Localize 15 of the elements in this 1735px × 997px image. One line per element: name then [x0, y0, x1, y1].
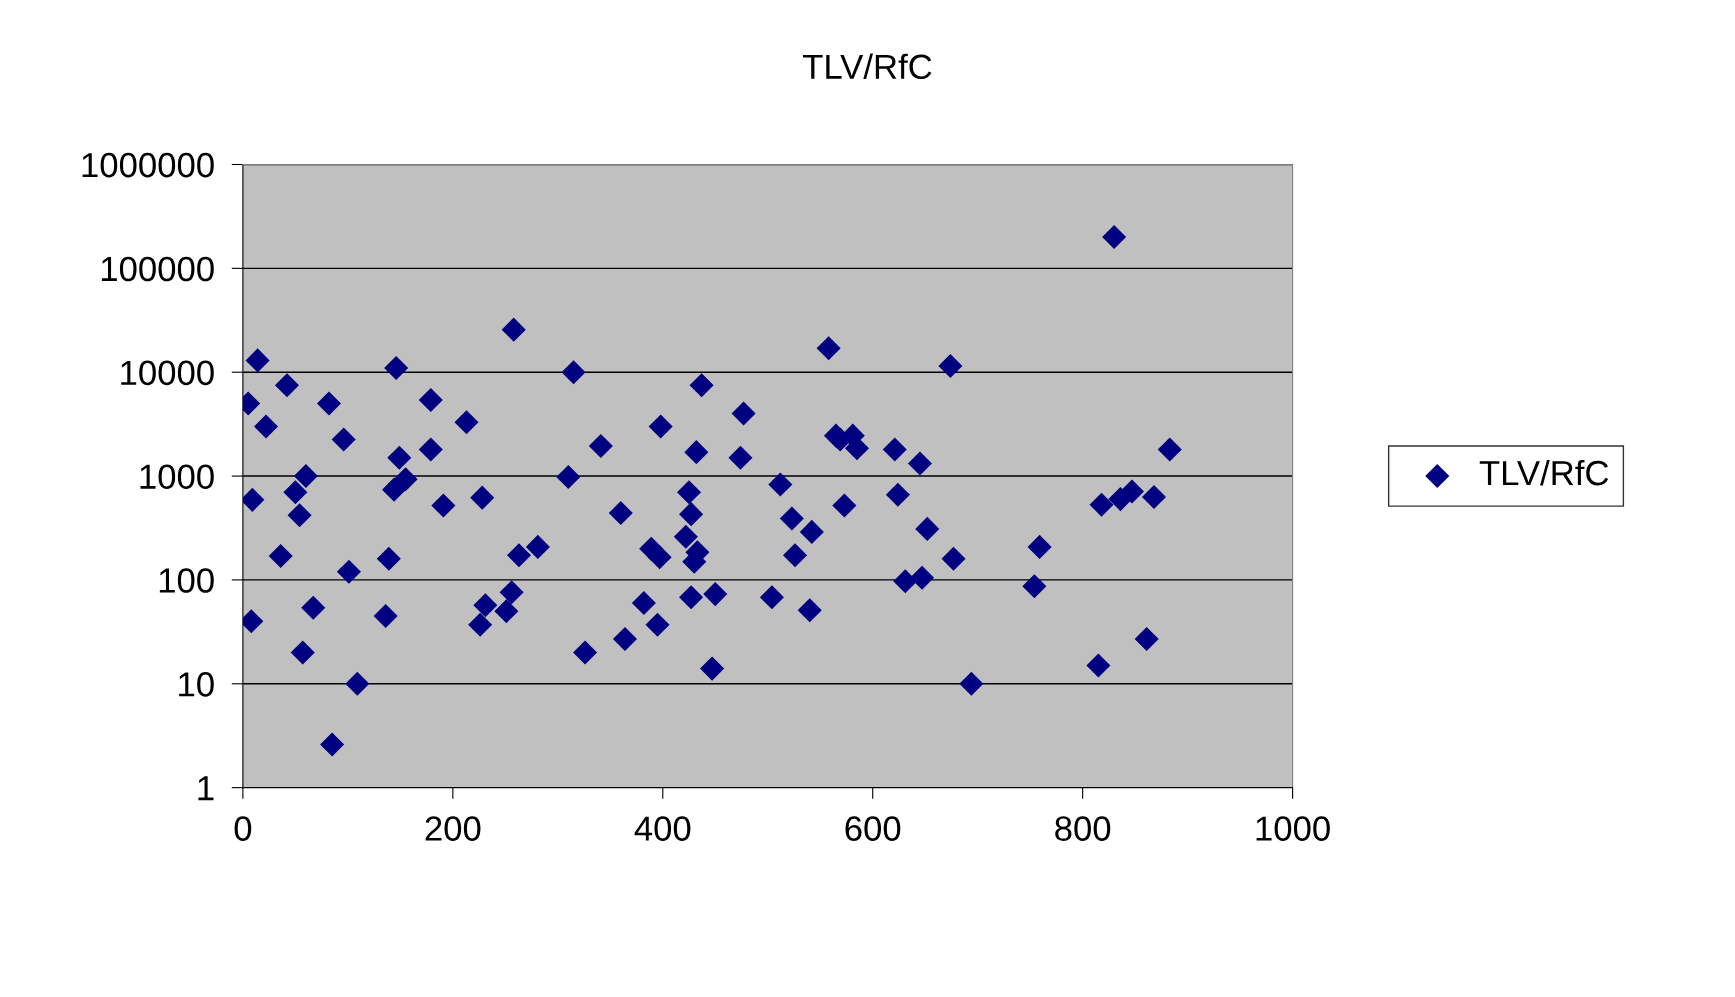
y-tick-label: 1: [198, 776, 214, 801]
x-tick-label: 400: [634, 816, 691, 841]
x-tick-label: 200: [425, 816, 481, 841]
y-tick-label: 1000: [140, 464, 214, 489]
chart-title: TLV/RfC: [803, 53, 932, 80]
x-tick-label: 800: [1055, 816, 1111, 841]
y-tick-label: 1000000: [82, 152, 214, 178]
x-tick-label: 0: [234, 816, 252, 841]
legend-label: TLV/RfC: [1479, 459, 1609, 486]
y-tick-label: 10000: [121, 360, 214, 386]
y-tick-label: 100000: [101, 256, 214, 282]
x-tick-label: 1000: [1256, 816, 1330, 841]
x-tick-label: 600: [845, 816, 901, 841]
y-tick-label: 10: [179, 672, 214, 697]
y-tick-label: 100: [159, 568, 214, 593]
